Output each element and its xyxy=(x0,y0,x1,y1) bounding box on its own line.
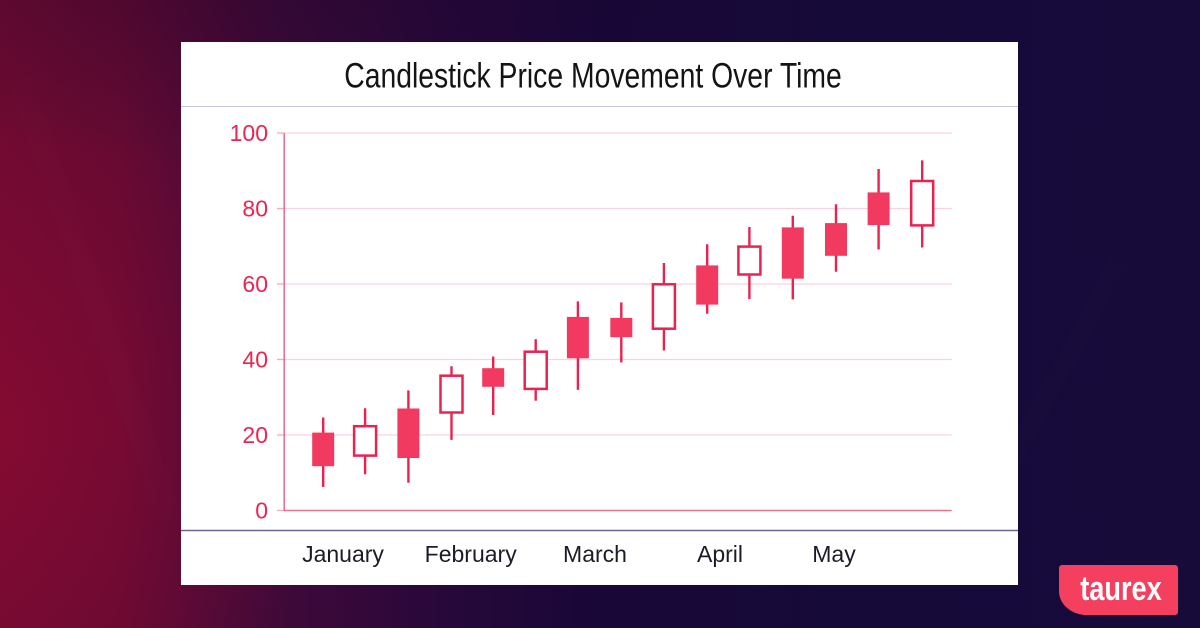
svg-text:January: January xyxy=(302,541,384,567)
svg-text:May: May xyxy=(812,541,856,567)
svg-text:taurex: taurex xyxy=(1080,569,1162,608)
svg-text:40: 40 xyxy=(242,347,268,373)
svg-text:80: 80 xyxy=(242,196,268,222)
svg-text:Candlestick Price Movement Ove: Candlestick Price Movement Over Time xyxy=(344,56,842,96)
svg-text:March: March xyxy=(563,541,627,567)
svg-text:100: 100 xyxy=(230,120,268,146)
svg-text:20: 20 xyxy=(242,422,268,448)
svg-text:0: 0 xyxy=(255,498,268,524)
svg-text:60: 60 xyxy=(242,271,268,297)
svg-text:February: February xyxy=(425,541,518,567)
svg-text:April: April xyxy=(697,541,743,567)
